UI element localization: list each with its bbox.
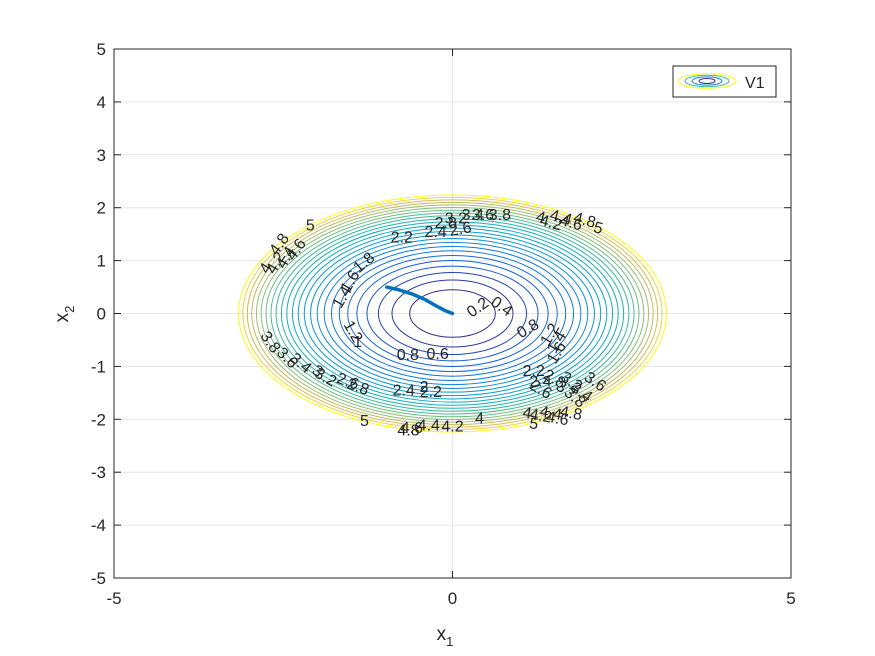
legend[interactable]: V1 — [672, 65, 777, 98]
contour-line — [391, 279, 514, 348]
contour-label: 4.4 — [418, 417, 440, 434]
contour-label: 4.2 — [538, 212, 564, 234]
legend-icon-ring — [698, 78, 716, 84]
contour-label: 4.6 — [545, 409, 570, 430]
contour-label: 4 — [534, 209, 547, 228]
contour-lines — [238, 194, 667, 433]
contour-line — [275, 215, 630, 412]
contour-label: 4 — [475, 411, 484, 428]
legend-contour-icon — [677, 73, 737, 89]
contour-labels: 0.20.40.60.80.811.21.41.61.81.21.41.622.… — [257, 207, 609, 440]
x-axis-label-sub: 1 — [446, 634, 453, 649]
contour-line — [338, 250, 567, 377]
x-axis-label-base: x — [437, 624, 447, 645]
y-axis-label: x2 — [52, 306, 77, 323]
contour-label: 4.8 — [572, 210, 598, 232]
y-axis-label-base: x — [52, 312, 73, 322]
y-tick-label: 2 — [97, 199, 106, 218]
contour-line — [286, 221, 619, 406]
y-tick-label: 5 — [97, 40, 106, 59]
contour-label: 4.6 — [401, 420, 423, 437]
y-tick-label: 3 — [97, 146, 106, 165]
contour-label: 2.2 — [420, 384, 442, 401]
legend-icon-ring — [684, 74, 730, 88]
contour-line — [251, 201, 654, 426]
contour-line — [238, 194, 667, 433]
legend-icon-ring — [691, 76, 723, 86]
contour-label: 4.6 — [558, 212, 584, 234]
y-tick-label: -2 — [91, 410, 106, 429]
contour-label: 4.8 — [559, 403, 584, 424]
contour-label: 0.6 — [426, 346, 448, 363]
contour-line — [291, 224, 614, 403]
x-tick-label: 0 — [448, 589, 457, 608]
contour-label: 2.4 — [529, 373, 551, 390]
contour-label: 2.4 — [424, 224, 446, 241]
y-tick-label: -3 — [91, 463, 106, 482]
contour-line — [409, 289, 496, 338]
contour-label: 4.8 — [397, 423, 419, 440]
contour-label: 2.8 — [435, 215, 457, 232]
contour-line — [265, 209, 640, 418]
y-tick-label: 1 — [97, 252, 106, 271]
contour-line — [316, 238, 589, 389]
contour-line — [310, 234, 595, 393]
contour-label: 4.4 — [538, 403, 563, 424]
contour-label: 4 — [521, 405, 533, 423]
contour-label: 2.2 — [391, 230, 413, 247]
contour-line — [347, 254, 558, 373]
contour-line — [242, 196, 663, 431]
contour-label: 2.8 — [344, 376, 371, 400]
contour-label: 3.6 — [472, 207, 494, 224]
contour-line — [280, 218, 625, 409]
x-tick-label: -5 — [106, 589, 121, 608]
contour-line — [330, 245, 575, 382]
y-axis-label-sub: 2 — [62, 306, 77, 313]
x-tick-label: 5 — [786, 589, 795, 608]
x-axis-label: x1 — [437, 624, 454, 649]
contour-label: 2.6 — [334, 370, 361, 394]
contour-line — [303, 230, 602, 397]
contour-label: 2 — [420, 379, 429, 396]
y-tick-label: 0 — [97, 305, 106, 324]
contour-label: 3.4 — [462, 207, 484, 224]
contour-line — [297, 227, 608, 400]
legend-icon-ring — [677, 73, 737, 89]
legend-box — [672, 65, 777, 98]
y-tick-label: -4 — [91, 516, 106, 535]
contour-line — [255, 204, 650, 423]
contour-label: 5 — [528, 415, 540, 433]
legend-entry-v1: V1 — [745, 75, 765, 92]
contour-label: 4.2 — [528, 406, 553, 427]
contour-line — [356, 260, 549, 367]
contour-label: 3.8 — [489, 207, 511, 224]
contour-label: 5 — [360, 413, 369, 430]
contour-label: 2.6 — [448, 219, 473, 240]
contour-label: 3.2 — [445, 211, 467, 228]
contour-label: 5 — [306, 217, 315, 234]
trajectory-series — [385, 285, 455, 316]
y-tick-label: -1 — [91, 357, 106, 376]
contour-line — [260, 207, 645, 420]
contour-label: 1 — [353, 334, 362, 351]
contour-label: 2.2 — [523, 363, 545, 380]
trajectory-line — [385, 285, 455, 316]
axis-ticks — [113, 48, 792, 579]
contour-label: 2.4 — [393, 382, 415, 399]
contour-line — [366, 265, 539, 362]
contour-label: 0.8 — [397, 347, 419, 364]
contour-label: 4.2 — [441, 418, 463, 435]
y-tick-label: -5 — [91, 569, 106, 588]
contour-line — [270, 212, 635, 415]
contour-label: 4.4 — [548, 207, 574, 229]
contour-label: 5 — [592, 219, 605, 238]
contour-line — [377, 271, 528, 356]
contour-line — [323, 241, 582, 386]
y-tick-label: 4 — [97, 93, 106, 112]
contour-line — [246, 199, 659, 428]
